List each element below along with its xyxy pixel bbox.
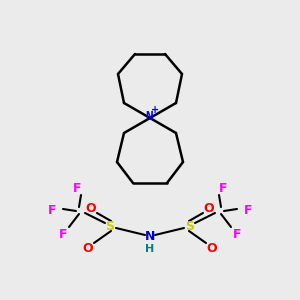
Text: H: H bbox=[146, 244, 154, 254]
Text: O: O bbox=[83, 242, 93, 254]
Text: +: + bbox=[151, 105, 159, 115]
Text: F: F bbox=[244, 203, 252, 217]
Text: F: F bbox=[59, 229, 67, 242]
Text: O: O bbox=[204, 202, 214, 214]
Text: O: O bbox=[207, 242, 217, 254]
Text: N: N bbox=[145, 230, 155, 242]
Text: F: F bbox=[219, 182, 227, 194]
Text: N: N bbox=[145, 110, 153, 124]
Text: F: F bbox=[48, 203, 56, 217]
Text: F: F bbox=[233, 229, 241, 242]
Text: O: O bbox=[86, 202, 96, 214]
Text: F: F bbox=[73, 182, 81, 194]
Text: S: S bbox=[106, 220, 115, 232]
Text: S: S bbox=[185, 220, 194, 232]
